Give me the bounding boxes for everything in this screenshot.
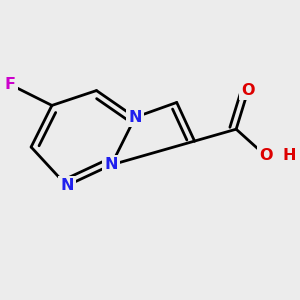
Text: H: H	[282, 148, 296, 164]
Text: O: O	[259, 148, 273, 164]
Text: F: F	[5, 77, 16, 92]
Text: N: N	[128, 110, 142, 125]
Text: O: O	[241, 83, 255, 98]
Text: N: N	[60, 178, 74, 193]
Text: N: N	[105, 158, 118, 172]
Text: O: O	[259, 148, 273, 164]
